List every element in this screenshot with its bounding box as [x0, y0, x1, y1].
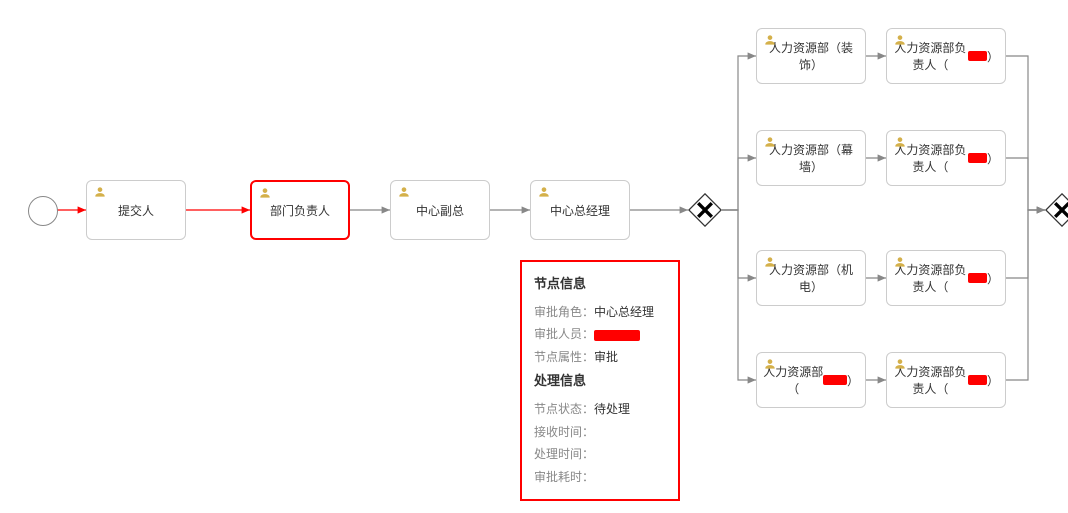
- task-node-a4[interactable]: 人力资源部（）: [756, 352, 866, 408]
- task-node-label: 部门负责人: [270, 202, 330, 219]
- user-icon: [893, 33, 907, 47]
- redacted-text: [968, 153, 987, 163]
- tooltip-row-label: 接收时间：: [534, 425, 594, 439]
- tooltip-row: 审批人员：: [534, 323, 666, 346]
- user-icon: [258, 186, 272, 200]
- task-node-label-tail: ）: [987, 48, 999, 65]
- task-node-a2[interactable]: 人力资源部（幕墙）: [756, 130, 866, 186]
- tooltip-row-label: 节点属性：: [534, 350, 594, 364]
- edge-b4-gw2: [1006, 210, 1045, 380]
- task-node-b3[interactable]: 人力资源部负责人（）: [886, 250, 1006, 306]
- user-icon: [763, 33, 777, 47]
- tooltip-row-value: 中心总经理: [594, 305, 654, 319]
- task-node-b4[interactable]: 人力资源部负责人（）: [886, 352, 1006, 408]
- tooltip-row-value: 审批: [594, 350, 618, 364]
- tooltip-row-label: 处理时间：: [534, 447, 594, 461]
- tooltip-section-node-info: 节点信息: [534, 272, 666, 297]
- tooltip-row-label: 审批人员：: [534, 327, 594, 341]
- tooltip-row: 处理时间：: [534, 443, 666, 466]
- user-icon: [537, 185, 551, 199]
- edge-b2-gw2: [1006, 158, 1045, 210]
- user-icon: [893, 255, 907, 269]
- task-node-label: 提交人: [118, 202, 154, 219]
- node-info-tooltip: 节点信息审批角色：中心总经理审批人员：节点属性：审批处理信息节点状态：待处理接收…: [520, 260, 680, 501]
- user-icon: [893, 135, 907, 149]
- task-node-n3[interactable]: 中心副总: [390, 180, 490, 240]
- redacted-text: [968, 51, 987, 61]
- edge-gw1-a3: [722, 210, 756, 278]
- redacted-text: [823, 375, 847, 385]
- task-node-label: 中心副总: [416, 202, 464, 219]
- redacted-text: [968, 273, 987, 283]
- start-event[interactable]: [28, 196, 58, 226]
- task-node-a1[interactable]: 人力资源部（装饰）: [756, 28, 866, 84]
- task-node-n4[interactable]: 中心总经理: [530, 180, 630, 240]
- task-node-n2[interactable]: 部门负责人: [250, 180, 350, 240]
- task-node-a3[interactable]: 人力资源部（机电）: [756, 250, 866, 306]
- redacted-text: [594, 330, 640, 341]
- task-node-label-tail: ）: [987, 270, 999, 287]
- user-icon: [763, 135, 777, 149]
- user-icon: [763, 255, 777, 269]
- task-node-label-tail: ）: [987, 150, 999, 167]
- user-icon: [763, 357, 777, 371]
- gateway-gw2[interactable]: [1045, 193, 1068, 227]
- task-node-b2[interactable]: 人力资源部负责人（）: [886, 130, 1006, 186]
- edge-gw1-a4: [722, 210, 756, 380]
- tooltip-row: 审批角色：中心总经理: [534, 301, 666, 324]
- task-node-n1[interactable]: 提交人: [86, 180, 186, 240]
- tooltip-row-label: 审批角色：: [534, 305, 594, 319]
- tooltip-row: 接收时间：: [534, 421, 666, 444]
- tooltip-row: 审批耗时：: [534, 466, 666, 489]
- workflow-canvas: 提交人部门负责人中心副总中心总经理人力资源部（装饰）人力资源部负责人（）人力资源…: [0, 0, 1068, 513]
- edge-gw1-a1: [722, 56, 756, 210]
- task-node-b1[interactable]: 人力资源部负责人（）: [886, 28, 1006, 84]
- task-node-label: 人力资源部（幕墙）: [763, 141, 859, 175]
- edge-b3-gw2: [1006, 210, 1045, 278]
- task-node-label-tail: ）: [847, 372, 859, 389]
- edge-gw1-a2: [722, 158, 756, 210]
- tooltip-section-process-info: 处理信息: [534, 369, 666, 394]
- tooltip-row: 节点状态：待处理: [534, 398, 666, 421]
- edge-b1-gw2: [1006, 56, 1045, 210]
- task-node-label: 人力资源部（装饰）: [763, 39, 859, 73]
- user-icon: [893, 357, 907, 371]
- tooltip-row-label: 节点状态：: [534, 402, 594, 416]
- task-node-label-tail: ）: [987, 372, 999, 389]
- tooltip-row-value: 待处理: [594, 402, 630, 416]
- redacted-text: [968, 375, 987, 385]
- task-node-label: 人力资源部（机电）: [763, 261, 859, 295]
- tooltip-row: 节点属性：审批: [534, 346, 666, 369]
- tooltip-row-label: 审批耗时：: [534, 470, 594, 484]
- task-node-label: 中心总经理: [550, 202, 610, 219]
- user-icon: [397, 185, 411, 199]
- gateway-gw1[interactable]: [688, 193, 722, 227]
- user-icon: [93, 185, 107, 199]
